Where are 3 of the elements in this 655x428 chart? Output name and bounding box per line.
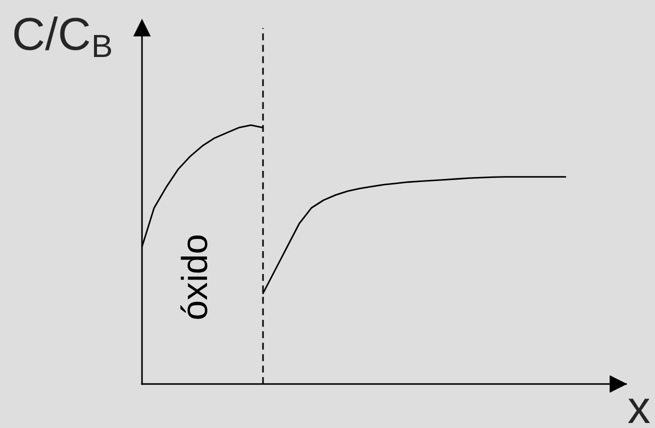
y-axis-title: C/C$_{B}$ — [14, 16, 112, 58]
annotation: óxido — [180, 236, 208, 319]
x-axis-title: x — [628, 398, 650, 423]
